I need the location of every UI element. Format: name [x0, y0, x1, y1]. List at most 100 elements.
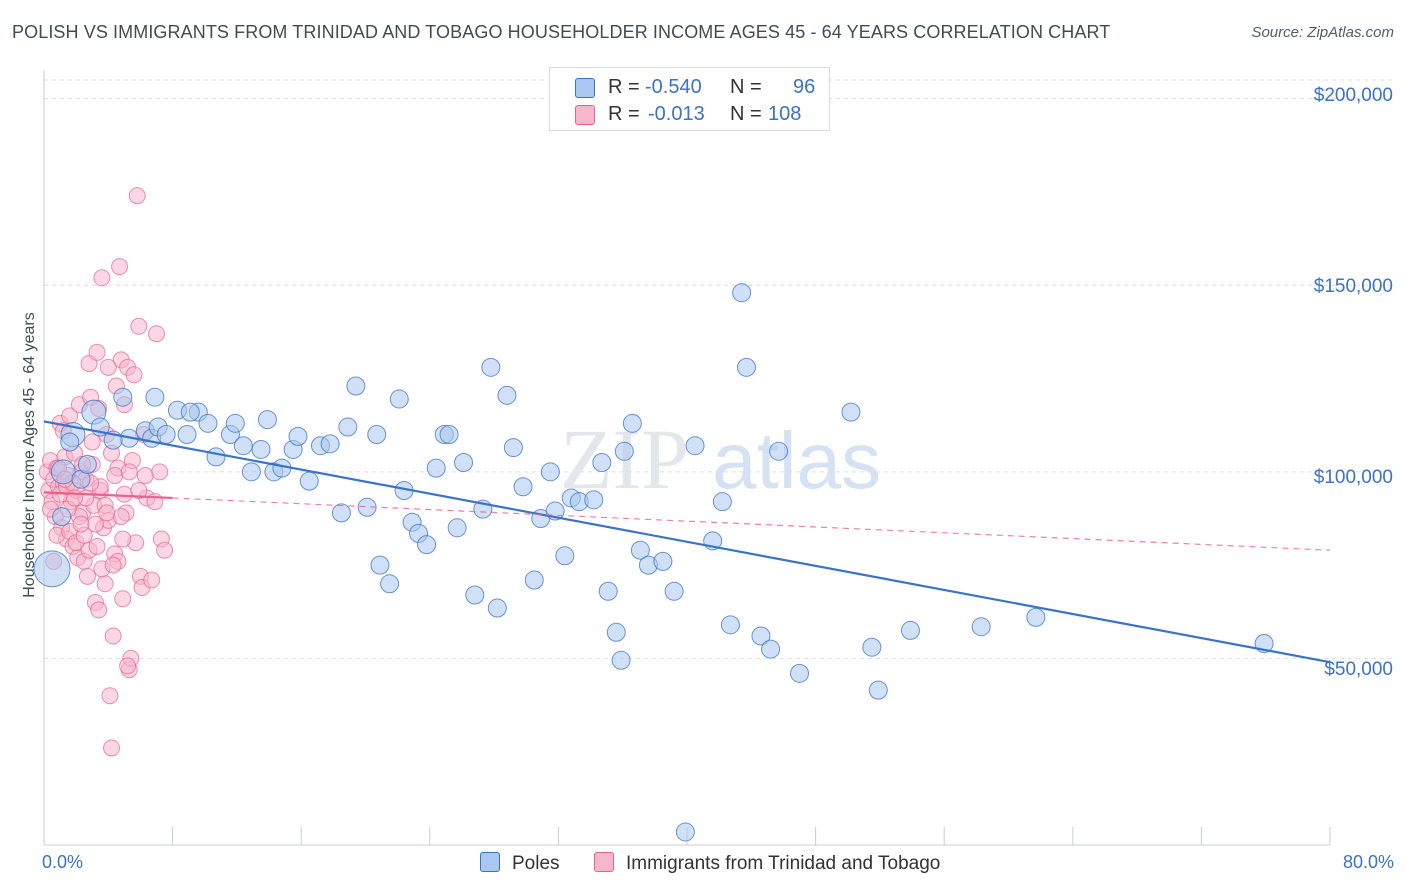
poles-point — [971, 617, 991, 637]
legend-swatch-poles — [575, 78, 595, 98]
poles-point — [299, 471, 319, 491]
poles-point — [447, 518, 467, 538]
trinidad-point — [136, 467, 154, 485]
poles-point — [198, 413, 218, 433]
poles-point — [206, 447, 226, 467]
legend: R = -0.540 N = 96 R = -0.013 N = 108 — [549, 67, 830, 131]
legend-n-label: N = — [730, 103, 762, 125]
trinidad-point — [143, 571, 161, 589]
trinidad-point — [101, 687, 119, 705]
poles-point — [598, 581, 618, 601]
poles-point — [503, 438, 523, 458]
legend-n-label: N = — [730, 76, 762, 98]
poles-point — [257, 410, 277, 430]
trinidad-point — [119, 657, 137, 675]
y-tick-label: $100,000 — [1313, 467, 1393, 488]
poles-point — [751, 626, 771, 646]
poles-point — [664, 581, 684, 601]
trinidad-point — [115, 485, 133, 503]
trinidad-trend-line — [43, 491, 173, 500]
poles-point — [862, 637, 882, 657]
poles-point — [454, 453, 474, 472]
poles-point — [732, 283, 752, 303]
legend-swatch-trinidad — [575, 105, 595, 125]
trinidad-point — [104, 627, 122, 645]
poles-point — [389, 389, 409, 409]
trinidad-point — [106, 467, 124, 485]
poles-point — [320, 434, 340, 454]
trinidad-point — [128, 187, 146, 205]
poles-point — [225, 413, 245, 433]
legend-r-label: R = — [608, 103, 640, 125]
poles-point — [555, 546, 575, 566]
poles-point — [868, 680, 888, 700]
poles-point — [346, 376, 366, 396]
grid-lines — [44, 79, 1395, 659]
y-tick-label: $200,000 — [1313, 85, 1393, 106]
trinidad-point — [125, 366, 143, 384]
poles-point — [720, 615, 740, 635]
poles-point — [611, 650, 631, 670]
poles-point — [524, 570, 544, 590]
poles-point — [426, 458, 446, 478]
trinidad-point — [111, 258, 129, 276]
trinidad-point — [88, 537, 106, 555]
legend-n-value: 108 — [768, 103, 802, 125]
poles-point — [622, 413, 642, 433]
poles-point — [177, 425, 197, 445]
poles-point — [675, 822, 695, 842]
poles-point — [417, 535, 437, 555]
poles-point — [113, 387, 133, 407]
trinidad-point — [104, 556, 122, 574]
poles-point — [60, 432, 80, 452]
poles-point — [630, 540, 650, 560]
poles-point — [33, 550, 71, 588]
legend-row-poles: R = -0.540 N = 96 — [550, 74, 829, 100]
trinidad-point — [112, 508, 130, 526]
poles-point — [145, 387, 165, 407]
legend-r-value: -0.540 — [645, 76, 702, 98]
poles-point — [465, 585, 485, 605]
trend-lines — [43, 420, 1331, 664]
poles-point — [180, 402, 200, 422]
watermark: ZIP atlas — [560, 411, 881, 507]
trinidad-point — [120, 463, 138, 481]
trinidad-point — [83, 433, 101, 451]
trinidad-point — [148, 325, 166, 343]
poles-point — [251, 439, 271, 459]
poles-point — [790, 663, 810, 683]
poles-point — [52, 507, 72, 527]
trinidad-point — [114, 530, 132, 548]
legend-r-value: -0.013 — [648, 103, 705, 125]
poles-point — [900, 620, 920, 640]
poles-point — [841, 402, 861, 422]
poles-point — [241, 462, 261, 482]
poles-point — [653, 551, 673, 571]
poles-point — [761, 639, 781, 659]
trinidad-point — [130, 317, 148, 335]
bottom-legend-trinidad: Immigrants from Trinidad and Tobago — [594, 852, 940, 875]
bottom-legend-poles: Poles — [480, 852, 560, 875]
trinidad-point — [114, 590, 132, 608]
trinidad-point — [93, 269, 111, 287]
x-tick-label-right: 80.0% — [1342, 852, 1394, 872]
source-label: Source: ZipAtlas.com — [1251, 24, 1394, 41]
bottom-legend-trinidad-label: Immigrants from Trinidad and Tobago — [626, 853, 941, 874]
x-tick-label-left: 0.0% — [42, 852, 84, 872]
poles-point — [513, 477, 533, 497]
poles-point — [367, 425, 387, 445]
chart-title: POLISH VS IMMIGRANTS FROM TRINIDAD AND T… — [12, 22, 1111, 42]
poles-point — [584, 490, 604, 510]
bottom-legend-swatch-poles — [480, 852, 500, 872]
legend-r-label: R = — [608, 76, 640, 98]
poles-point — [439, 425, 459, 445]
trinidad-point — [99, 358, 117, 376]
poles-point — [540, 462, 560, 482]
poles-point — [380, 574, 400, 594]
bottom-legend-swatch-trinidad — [594, 852, 614, 872]
poles-point — [712, 492, 732, 512]
trinidad-point — [156, 541, 174, 559]
watermark-atlas: atlas — [712, 416, 881, 505]
poles-point — [497, 385, 517, 405]
legend-n-value: 96 — [793, 76, 816, 98]
